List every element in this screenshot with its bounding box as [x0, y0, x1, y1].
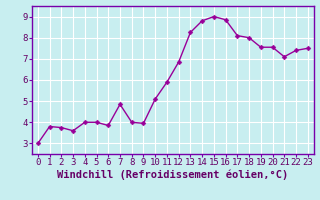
X-axis label: Windchill (Refroidissement éolien,°C): Windchill (Refroidissement éolien,°C) [57, 170, 288, 180]
